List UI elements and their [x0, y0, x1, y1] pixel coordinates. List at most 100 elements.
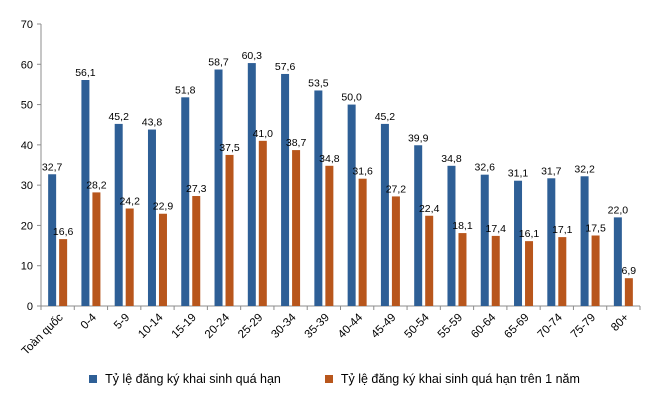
- data-label-series-1: 53,5: [308, 77, 329, 89]
- data-label-series-1: 34,8: [441, 153, 462, 165]
- data-label-series-1: 60,3: [242, 50, 263, 62]
- y-tick-label: 70: [21, 19, 33, 31]
- category-label: 25-29: [236, 312, 265, 341]
- bar-series-1: [480, 174, 489, 306]
- category-label: 35-39: [303, 312, 332, 341]
- category-label: 0-4: [79, 311, 100, 332]
- data-label-series-1: 56,1: [75, 67, 96, 79]
- bar-series-2: [225, 154, 234, 306]
- category-label: 50-54: [403, 311, 433, 341]
- legend-label-series-1: Tỷ lệ đăng ký khai sinh quá hạn: [105, 372, 281, 386]
- y-tick-label: 10: [21, 261, 33, 273]
- bar-series-2: [425, 215, 434, 306]
- category-label: 40-44: [336, 311, 366, 341]
- bar-series-2: [458, 233, 467, 306]
- category-label: 80+: [609, 311, 631, 333]
- bar-series-2: [591, 235, 600, 306]
- bar-series-2: [491, 235, 500, 306]
- bar-series-2: [59, 239, 68, 306]
- data-label-series-2: 24,2: [119, 196, 140, 208]
- y-tick-label: 30: [21, 180, 33, 192]
- bar-series-2: [624, 278, 633, 306]
- data-label-series-2: 18,1: [452, 220, 473, 232]
- legend-swatch-series-1: [89, 375, 98, 383]
- data-label-series-2: 38,7: [286, 137, 307, 149]
- data-label-series-1: 43,8: [142, 117, 163, 129]
- legend-label-series-2: Tỷ lệ đăng ký khai sinh quá hạn trên 1 n…: [340, 372, 580, 386]
- y-tick-label: 60: [21, 59, 33, 71]
- bar-series-1: [147, 129, 156, 306]
- y-tick-label: 50: [21, 100, 33, 112]
- data-label-series-2: 16,6: [53, 226, 74, 238]
- bar-series-1: [114, 123, 123, 306]
- category-label: 30-34: [269, 311, 299, 341]
- category-label: 60-64: [469, 311, 499, 341]
- bar-series-2: [358, 178, 367, 306]
- bar-series-1: [81, 79, 90, 306]
- bar-series-1: [547, 178, 556, 306]
- bar-series-1: [214, 69, 223, 306]
- data-label-series-2: 16,1: [519, 228, 540, 240]
- bar-series-1: [380, 123, 389, 306]
- category-label: 70-74: [536, 311, 566, 341]
- bar-series-2: [292, 150, 301, 306]
- data-label-series-2: 22,9: [153, 201, 174, 213]
- bar-series-1: [613, 217, 622, 306]
- data-label-series-1: 45,2: [375, 111, 396, 123]
- bar-series-1: [514, 180, 523, 306]
- data-label-series-2: 22,4: [419, 203, 440, 215]
- bar-series-2: [558, 237, 567, 306]
- legend: Tỷ lệ đăng ký khai sinh quá hạn Tỷ lệ đă…: [0, 372, 669, 386]
- bar-series-2: [391, 196, 400, 306]
- data-label-series-2: 27,3: [186, 183, 207, 195]
- bar-series-2: [92, 192, 101, 306]
- bar-series-1: [181, 97, 190, 306]
- data-label-series-1: 32,2: [574, 163, 595, 175]
- bar-series-1: [314, 90, 323, 306]
- data-label-series-1: 39,9: [408, 132, 429, 144]
- data-label-series-1: 50,0: [341, 92, 362, 104]
- data-label-series-1: 31,7: [541, 165, 562, 177]
- data-label-series-1: 57,6: [275, 61, 296, 73]
- data-label-series-2: 34,8: [319, 153, 340, 165]
- data-label-series-2: 17,5: [585, 223, 606, 235]
- bar-series-1: [247, 63, 256, 306]
- bar-series-1: [580, 176, 589, 306]
- category-label: 55-59: [436, 312, 465, 341]
- data-label-series-2: 17,4: [486, 223, 507, 235]
- category-label: 5-9: [112, 312, 132, 332]
- data-label-series-1: 22,0: [608, 204, 629, 216]
- category-label: Toàn quốc: [20, 311, 66, 357]
- category-label: 20-24: [203, 311, 233, 341]
- category-label: 75-79: [569, 312, 598, 341]
- bar-series-2: [158, 213, 167, 306]
- bar-series-1: [281, 73, 290, 306]
- bar-series-2: [325, 165, 334, 306]
- legend-swatch-series-2: [324, 375, 333, 383]
- bar-series-2: [192, 196, 201, 306]
- data-label-series-1: 45,2: [108, 111, 129, 123]
- bar-series-1: [414, 145, 423, 306]
- data-label-series-2: 17,1: [552, 224, 573, 236]
- y-tick-label: 0: [27, 301, 33, 313]
- data-label-series-2: 28,2: [86, 179, 107, 191]
- data-label-series-1: 31,1: [508, 168, 529, 180]
- category-label: 15-19: [170, 312, 199, 341]
- bar-series-1: [347, 104, 356, 306]
- data-label-series-2: 6,9: [622, 265, 637, 277]
- category-label: 45-49: [369, 312, 398, 341]
- legend-item-series-1: Tỷ lệ đăng ký khai sinh quá hạn: [89, 372, 281, 386]
- category-label: 10-14: [136, 311, 166, 341]
- bar-series-2: [525, 241, 534, 306]
- data-label-series-2: 27,2: [386, 183, 407, 195]
- data-label-series-2: 31,6: [352, 166, 373, 178]
- bar-series-1: [447, 165, 456, 306]
- y-tick-label: 20: [21, 220, 33, 232]
- data-label-series-1: 51,8: [175, 84, 196, 96]
- data-label-series-1: 32,7: [42, 161, 63, 173]
- category-label: 65-69: [502, 312, 531, 341]
- y-tick-label: 40: [21, 140, 33, 152]
- bar-series-2: [258, 140, 267, 306]
